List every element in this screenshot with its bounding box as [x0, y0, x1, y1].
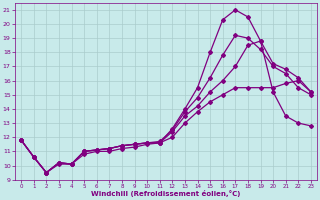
X-axis label: Windchill (Refroidissement éolien,°C): Windchill (Refroidissement éolien,°C): [91, 190, 241, 197]
